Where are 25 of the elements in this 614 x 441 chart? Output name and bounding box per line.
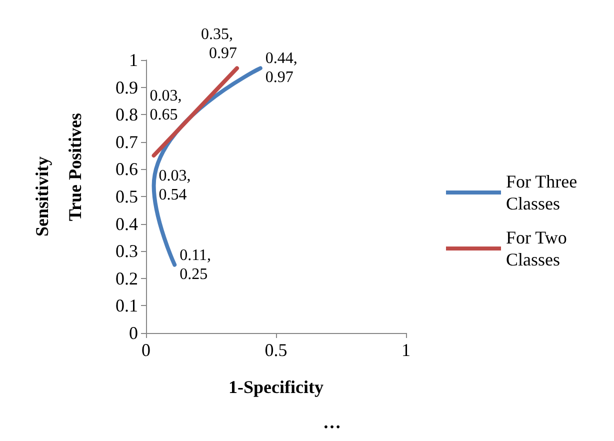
- y-tick-label: 0.7: [116, 132, 138, 152]
- y-tick-label: 1: [129, 50, 138, 70]
- y-tick-label: 0.1: [116, 296, 138, 316]
- legend-label: For Three Classes: [506, 172, 582, 214]
- x-tick-label: 0.5: [264, 340, 288, 360]
- text: True Positives: [65, 112, 85, 222]
- y-tick-label: 0.6: [116, 159, 138, 180]
- y-tick-label: 0.9: [116, 77, 138, 98]
- y-tick-label: 0.8: [116, 104, 138, 125]
- y-tick-label: 0.5: [116, 186, 138, 206]
- y-axis-title: Sensitivity: [32, 156, 52, 237]
- data-label: 0.11, 0.25: [180, 246, 216, 283]
- y-tick-label: 0.2: [116, 268, 138, 288]
- legend-label: For Two Classes: [506, 228, 572, 270]
- data-label: 0.44, 0.97: [265, 50, 302, 86]
- data-label: 0.03, 0.54: [158, 168, 195, 204]
- y-tick-label: 0: [129, 323, 138, 343]
- data-label: 0.35, 0.97: [201, 26, 237, 62]
- x-axis-title: 1-Specificity: [228, 377, 324, 397]
- data-label: 0.03, 0.65: [150, 88, 186, 124]
- x-tick-label: 0: [142, 340, 150, 360]
- y-tick-label: 0.4: [116, 214, 138, 234]
- text: …: [323, 412, 341, 432]
- y-tick-label: 0.3: [116, 241, 138, 262]
- x-tick-label: 1: [402, 340, 410, 360]
